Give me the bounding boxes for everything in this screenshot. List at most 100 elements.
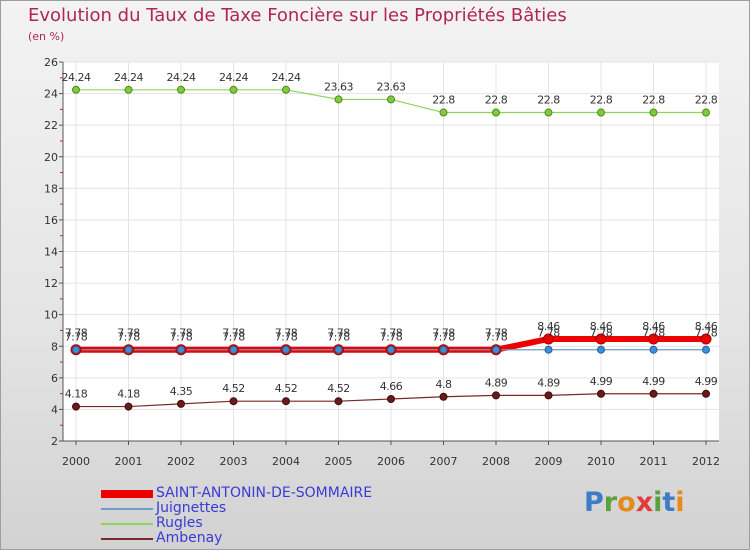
data-label-juignettes-2005: 7.78 bbox=[327, 327, 350, 340]
data-label-rugles-2006: 23.63 bbox=[377, 80, 406, 93]
data-label-rugles-2009: 22.8 bbox=[537, 94, 560, 107]
data-point-juignettes-2000 bbox=[72, 345, 80, 354]
data-label-saint-antonin-2005: 7.78 bbox=[327, 331, 350, 344]
x-tick-label-2004: 2004 bbox=[272, 455, 300, 468]
logo-letter-0: P bbox=[584, 487, 604, 518]
data-label-juignettes-2009: 7.78 bbox=[537, 327, 560, 340]
data-label-juignettes-2004: 7.78 bbox=[275, 327, 298, 340]
y-tick-label-22: 22 bbox=[44, 119, 58, 132]
data-point-rugles-2003 bbox=[229, 85, 238, 94]
y-tick-label-16: 16 bbox=[44, 214, 58, 227]
data-label-saint-antonin-2003: 7.78 bbox=[222, 331, 245, 344]
data-point-ambenay-2003 bbox=[229, 397, 238, 406]
data-point-rugles-2000 bbox=[72, 85, 80, 94]
data-label-ambenay-2005: 4.52 bbox=[327, 382, 350, 395]
y-tick-label-20: 20 bbox=[44, 151, 58, 164]
y-tick-label-2: 2 bbox=[51, 435, 58, 448]
data-point-rugles-2011 bbox=[649, 108, 658, 117]
x-tick-label-2012: 2012 bbox=[692, 455, 720, 468]
data-label-rugles-2007: 22.8 bbox=[432, 94, 455, 107]
y-tick-label-26: 26 bbox=[44, 56, 58, 69]
x-tick-label-2002: 2002 bbox=[167, 455, 195, 468]
data-label-saint-antonin-2008: 7.78 bbox=[485, 331, 508, 344]
data-label-juignettes-2010: 7.78 bbox=[590, 327, 613, 340]
data-label-saint-antonin-2009: 8.46 bbox=[537, 320, 560, 333]
data-label-rugles-2001: 24.24 bbox=[114, 71, 143, 84]
data-point-saint-antonin-2011 bbox=[648, 333, 659, 345]
x-tick-label-2008: 2008 bbox=[482, 455, 510, 468]
data-point-rugles-2006 bbox=[387, 95, 395, 104]
data-label-ambenay-2002: 4.35 bbox=[170, 385, 193, 398]
data-point-juignettes-2004 bbox=[282, 345, 290, 354]
data-label-ambenay-2012: 4.99 bbox=[695, 375, 718, 388]
data-point-saint-antonin-2012 bbox=[700, 333, 712, 345]
legend-swatch-juignettes bbox=[101, 508, 153, 510]
data-point-rugles-2010 bbox=[597, 108, 605, 117]
legend-label-rugles: Rugles bbox=[156, 515, 203, 531]
data-point-ambenay-2006 bbox=[387, 394, 395, 403]
data-label-ambenay-2008: 4.89 bbox=[485, 376, 508, 389]
data-point-rugles-2008 bbox=[492, 108, 500, 117]
data-label-ambenay-2007: 4.8 bbox=[436, 378, 452, 391]
data-label-rugles-2012: 22.8 bbox=[695, 94, 718, 107]
data-label-ambenay-2003: 4.52 bbox=[222, 382, 245, 395]
data-label-saint-antonin-2010: 8.46 bbox=[590, 320, 613, 333]
data-label-ambenay-2001: 4.18 bbox=[117, 388, 140, 401]
y-tick-label-4: 4 bbox=[51, 403, 58, 416]
data-point-ambenay-2012 bbox=[702, 389, 710, 398]
data-point-ambenay-2002 bbox=[177, 399, 185, 408]
y-tick-label-14: 14 bbox=[44, 246, 58, 259]
data-label-rugles-2011: 22.8 bbox=[642, 94, 665, 107]
y-tick-label-18: 18 bbox=[44, 182, 58, 195]
y-tick-label-12: 12 bbox=[44, 277, 58, 290]
data-label-juignettes-2006: 7.78 bbox=[380, 327, 403, 340]
data-point-rugles-2001 bbox=[124, 85, 133, 94]
data-label-rugles-2010: 22.8 bbox=[590, 94, 613, 107]
data-point-ambenay-2008 bbox=[492, 391, 500, 400]
data-point-ambenay-2000 bbox=[72, 402, 80, 411]
data-label-rugles-2004: 24.24 bbox=[272, 71, 301, 84]
proxiti-logo: Proxiti bbox=[584, 487, 685, 518]
x-tick-label-2000: 2000 bbox=[62, 455, 90, 468]
data-point-juignettes-2010 bbox=[597, 345, 605, 354]
data-label-juignettes-2001: 7.78 bbox=[117, 327, 140, 340]
y-tick-label-24: 24 bbox=[44, 88, 58, 101]
data-point-juignettes-2002 bbox=[177, 345, 185, 354]
data-point-rugles-2009 bbox=[544, 108, 553, 117]
x-tick-label-2009: 2009 bbox=[535, 455, 563, 468]
data-point-ambenay-2009 bbox=[544, 391, 553, 400]
data-point-rugles-2005 bbox=[334, 95, 343, 104]
data-label-ambenay-2010: 4.99 bbox=[590, 375, 613, 388]
logo-letter-2: o bbox=[617, 487, 636, 518]
logo-letter-5: t bbox=[662, 487, 676, 518]
data-label-juignettes-2011: 7.78 bbox=[642, 327, 665, 340]
logo-letter-6: i bbox=[675, 487, 685, 518]
data-point-saint-antonin-2009 bbox=[543, 333, 554, 345]
x-tick-label-2007: 2007 bbox=[430, 455, 458, 468]
x-tick-label-2011: 2011 bbox=[640, 455, 668, 468]
data-point-juignettes-2008 bbox=[492, 345, 500, 354]
data-point-juignettes-2007 bbox=[439, 345, 448, 354]
y-tick-label-10: 10 bbox=[44, 309, 58, 322]
data-label-saint-antonin-2001: 7.78 bbox=[117, 331, 140, 344]
data-label-rugles-2008: 22.8 bbox=[485, 94, 508, 107]
legend-swatch-rugles bbox=[101, 523, 153, 525]
x-tick-label-2001: 2001 bbox=[115, 455, 143, 468]
data-point-ambenay-2001 bbox=[124, 402, 133, 411]
x-tick-label-2005: 2005 bbox=[325, 455, 353, 468]
y-axis-unit-label: (en %) bbox=[28, 30, 65, 43]
data-label-ambenay-2000: 4.18 bbox=[65, 388, 88, 401]
legend-swatch-ambenay bbox=[101, 538, 153, 540]
data-label-ambenay-2011: 4.99 bbox=[642, 375, 665, 388]
data-point-rugles-2012 bbox=[702, 108, 710, 117]
legend-label-juignettes: Juignettes bbox=[156, 500, 227, 516]
data-label-rugles-2002: 24.24 bbox=[167, 71, 196, 84]
data-point-rugles-2007 bbox=[439, 108, 448, 117]
data-point-rugles-2002 bbox=[177, 85, 185, 94]
data-point-rugles-2004 bbox=[282, 85, 290, 94]
data-label-rugles-2000: 24.24 bbox=[62, 71, 91, 84]
data-point-juignettes-2003 bbox=[229, 345, 238, 354]
y-tick-label-8: 8 bbox=[51, 340, 58, 353]
